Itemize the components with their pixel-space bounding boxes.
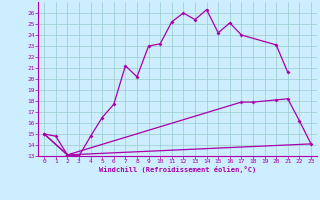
X-axis label: Windchill (Refroidissement éolien,°C): Windchill (Refroidissement éolien,°C): [99, 166, 256, 173]
